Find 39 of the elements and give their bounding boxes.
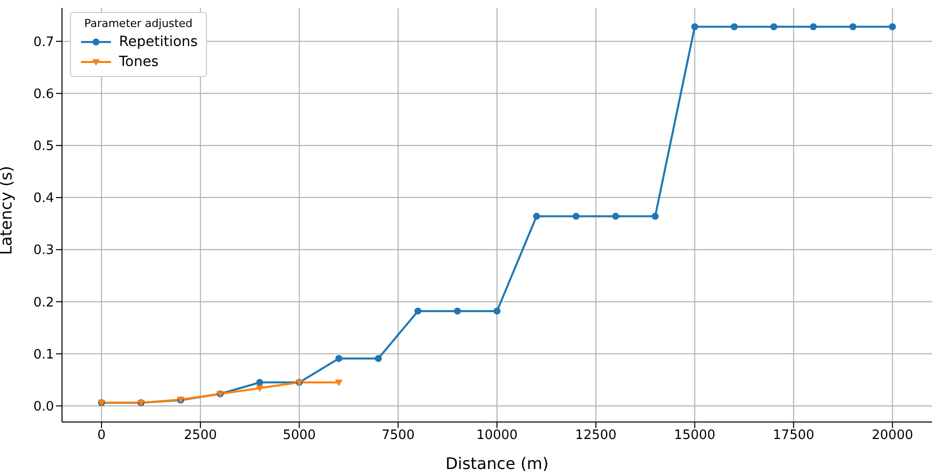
point — [256, 378, 264, 386]
y-tick-label: 0.1 — [33, 347, 54, 362]
point — [612, 212, 620, 220]
point — [374, 354, 382, 362]
x-tick-label: 12500 — [575, 428, 617, 444]
x-tick-label: 20000 — [872, 428, 914, 444]
point — [691, 23, 698, 30]
point — [494, 308, 500, 315]
point — [770, 23, 778, 30]
y-tick-label: 0.2 — [33, 295, 54, 310]
y-tick-label: 0.7 — [33, 34, 54, 50]
x-tick-label: 5000 — [282, 428, 316, 444]
x-tick-label: 2500 — [184, 428, 217, 444]
y-tick-label: 0.4 — [33, 191, 54, 206]
y-tick-label: 0.0 — [33, 399, 54, 414]
point — [849, 23, 856, 30]
point — [256, 385, 264, 392]
x-tick-label: 0 — [97, 428, 106, 444]
point — [652, 212, 659, 220]
x-tick-label: 17500 — [772, 428, 814, 444]
point — [454, 308, 461, 315]
x-tick-label: 15000 — [674, 428, 716, 444]
legend-label: Repetitions — [119, 33, 198, 52]
y-tick-label: 0.5 — [33, 139, 54, 154]
legend-title: Parameter adjusted — [83, 17, 194, 30]
y-tick-label: 0.3 — [33, 243, 54, 258]
point — [572, 212, 580, 220]
x-tick-label: 7500 — [382, 428, 415, 444]
point — [888, 23, 896, 30]
point — [334, 380, 343, 386]
y-tick-label: 0.6 — [33, 87, 54, 102]
point — [335, 354, 342, 362]
x-axis-title: Distance (m) — [445, 454, 549, 471]
point — [414, 308, 422, 315]
legend-label: Tones — [119, 53, 159, 72]
point — [533, 212, 540, 220]
point — [810, 23, 817, 30]
x-tick-label: 10000 — [476, 428, 518, 444]
point — [730, 23, 738, 30]
